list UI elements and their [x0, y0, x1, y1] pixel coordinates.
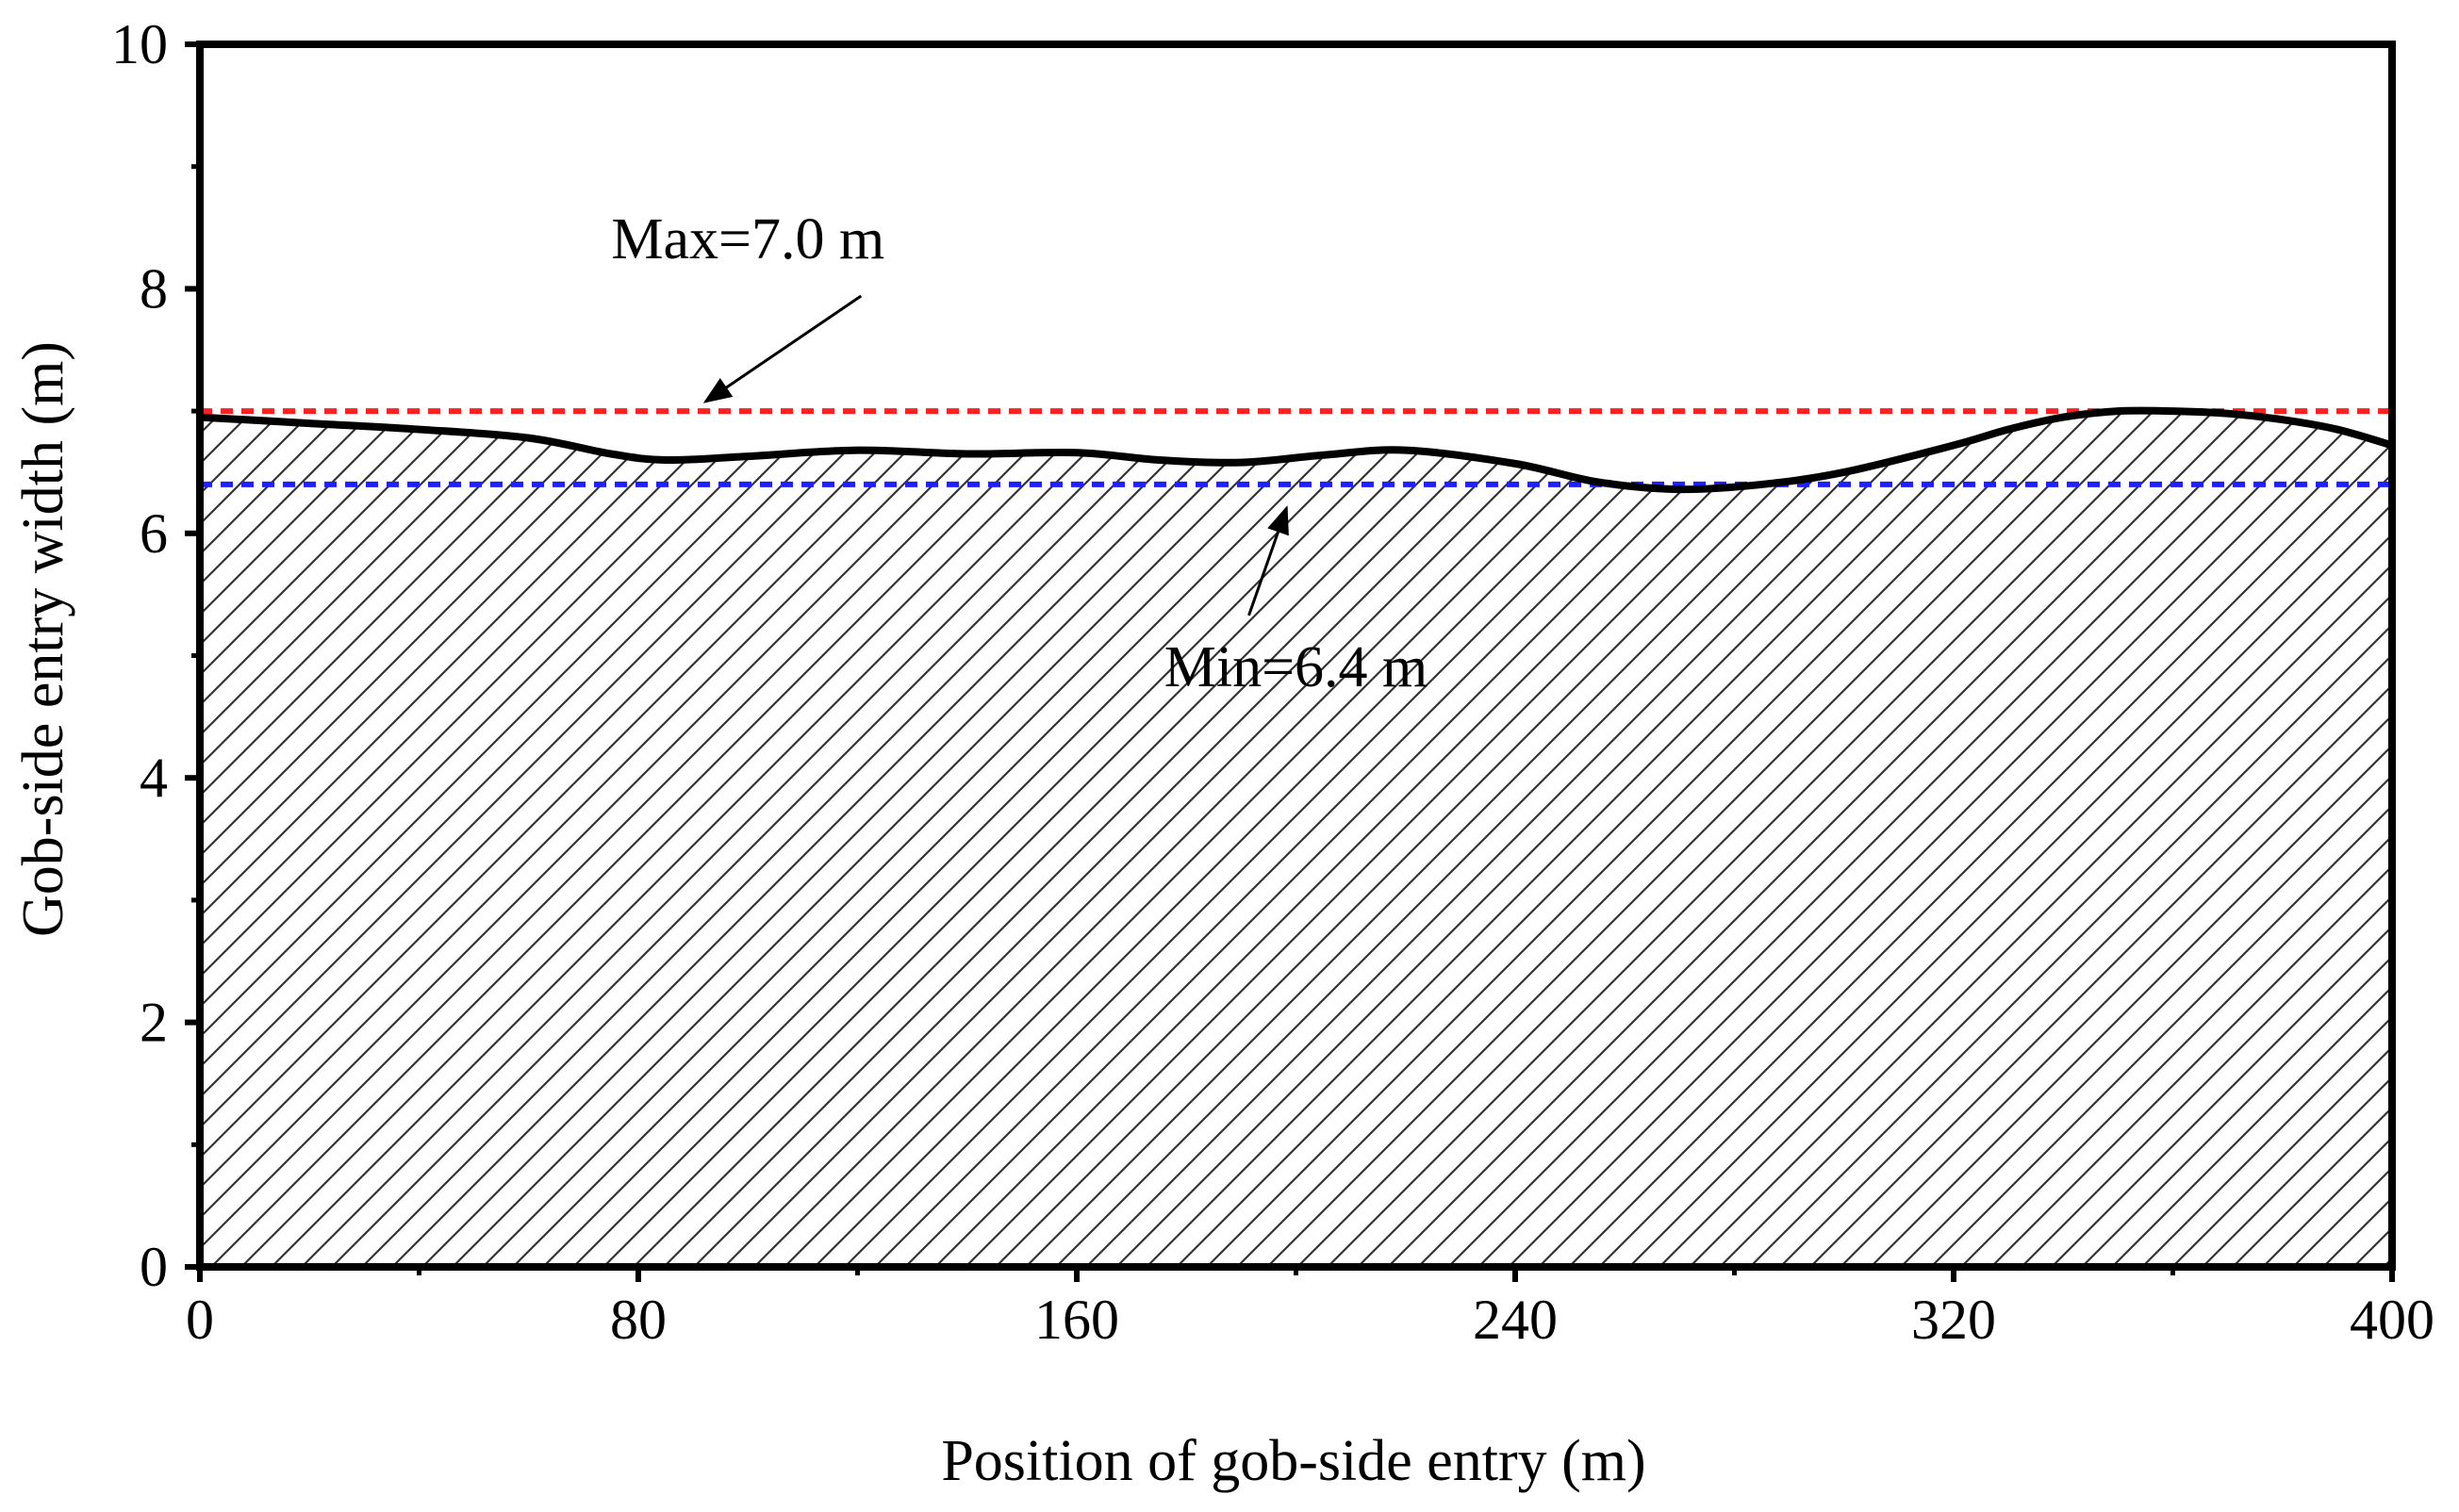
- y-tick-label-10: 10: [111, 13, 168, 75]
- max-annotation-arrow: [702, 294, 863, 403]
- area-layer: [200, 410, 2392, 1267]
- x-axis-title: Position of gob-side entry (m): [941, 1429, 1645, 1493]
- min-annotation-arrow: [1247, 505, 1289, 616]
- min-annotation-text: Min=6.4 m: [1164, 635, 1428, 699]
- reference-lines: [200, 408, 2392, 487]
- y-tick-label-0: 0: [140, 1236, 168, 1298]
- x-tick-label-160: 160: [1034, 1289, 1119, 1351]
- axes: 0 80 160 240 320 400 0 2 4 6 8 10: [111, 13, 2434, 1351]
- annotations: Max=7.0 m Min=6.4 m: [611, 207, 1428, 699]
- x-tick-label-400: 400: [2350, 1289, 2434, 1351]
- y-tick-label-4: 4: [140, 747, 168, 809]
- x-tick-label-320: 320: [1911, 1289, 1996, 1351]
- series-line-0: [196, 406, 2396, 494]
- y-tick-label-2: 2: [140, 992, 168, 1054]
- x-tick-label-0: 0: [186, 1289, 214, 1351]
- hatched-area-0: [200, 410, 2392, 1267]
- y-tick-label-6: 6: [140, 502, 168, 565]
- x-tick-label-80: 80: [610, 1289, 667, 1351]
- x-tick-label-240: 240: [1473, 1289, 1558, 1351]
- max-annotation-text: Max=7.0 m: [611, 207, 884, 271]
- line-layer: [196, 406, 2396, 494]
- y-axis-title: Gob-side entry width (m): [11, 341, 75, 937]
- y-tick-label-8: 8: [140, 257, 168, 320]
